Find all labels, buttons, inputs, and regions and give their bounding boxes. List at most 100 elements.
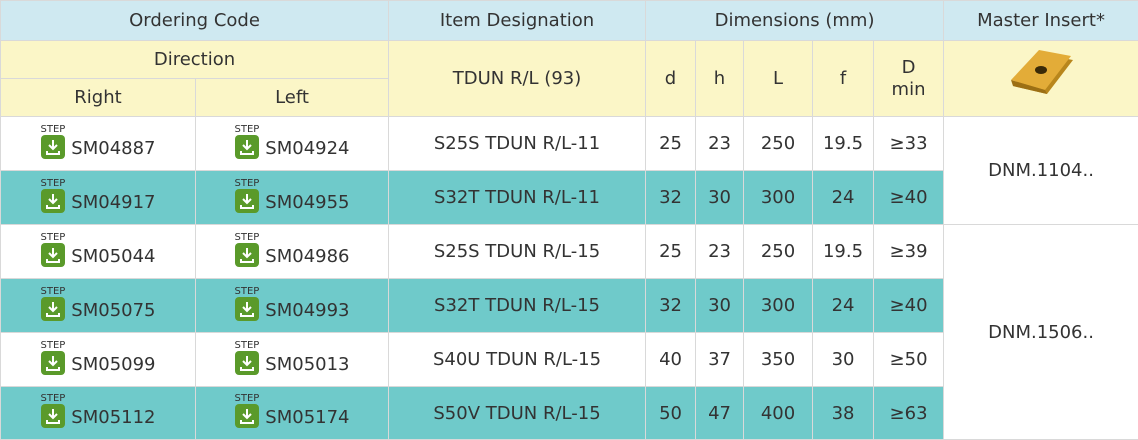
download-icon — [41, 351, 65, 380]
data-cell: 30 — [696, 279, 744, 333]
code-cell: STEP SM05075 — [1, 279, 196, 333]
data-cell: 32 — [646, 171, 696, 225]
download-icon — [41, 297, 65, 326]
order-code: SM04955 — [265, 188, 349, 218]
step-label: STEP — [234, 340, 259, 351]
header-cell: Master Insert* — [944, 1, 1138, 41]
data-cell: 400 — [744, 387, 813, 440]
code-cell: STEP SM05112 — [1, 387, 196, 440]
data-cell: 30 — [813, 333, 874, 387]
order-code: SM05112 — [71, 403, 155, 433]
header-cell: Left — [196, 79, 389, 117]
data-cell: 40 — [646, 333, 696, 387]
data-cell: 19.5 — [813, 117, 874, 171]
step-download[interactable]: STEP — [234, 124, 259, 164]
step-download[interactable]: STEP — [234, 232, 259, 272]
download-icon — [235, 404, 259, 433]
order-code: SM05075 — [71, 296, 155, 326]
code-cell: STEP SM05013 — [196, 333, 389, 387]
data-cell: 350 — [744, 333, 813, 387]
order-code: SM04887 — [71, 134, 155, 164]
data-cell: ≥33 — [874, 117, 944, 171]
step-download[interactable]: STEP — [40, 124, 65, 164]
data-cell: 23 — [696, 117, 744, 171]
data-cell: 19.5 — [813, 225, 874, 279]
data-cell: ≥63 — [874, 387, 944, 440]
data-cell: 32 — [646, 279, 696, 333]
header-cell: TDUN R/L (93) — [389, 41, 646, 117]
step-label: STEP — [40, 286, 65, 297]
download-icon — [41, 189, 65, 218]
download-icon — [235, 243, 259, 272]
step-download[interactable]: STEP — [234, 393, 259, 433]
order-code: SM05044 — [71, 242, 155, 272]
data-cell: 38 — [813, 387, 874, 440]
data-cell: 25 — [646, 117, 696, 171]
header-cell: h — [696, 41, 744, 117]
data-cell: 30 — [696, 171, 744, 225]
header-cell: Ordering Code — [1, 1, 389, 41]
step-label: STEP — [40, 340, 65, 351]
code-wrap: STEP SM04887 — [1, 124, 195, 164]
header-cell: Item Designation — [389, 1, 646, 41]
data-cell: ≥39 — [874, 225, 944, 279]
step-download[interactable]: STEP — [40, 178, 65, 218]
download-icon — [235, 351, 259, 380]
step-download[interactable]: STEP — [234, 178, 259, 218]
data-cell: ≥40 — [874, 171, 944, 225]
data-cell: 25 — [646, 225, 696, 279]
step-label: STEP — [234, 178, 259, 189]
data-cell: 50 — [646, 387, 696, 440]
data-cell: S40U TDUN R/L-15 — [389, 333, 646, 387]
step-label: STEP — [40, 393, 65, 404]
order-code: SM05013 — [265, 350, 349, 380]
step-download[interactable]: STEP — [40, 286, 65, 326]
code-wrap: STEP SM04955 — [196, 178, 388, 218]
step-download[interactable]: STEP — [40, 393, 65, 433]
code-cell: STEP SM04955 — [196, 171, 389, 225]
download-icon — [235, 189, 259, 218]
data-cell: 24 — [813, 279, 874, 333]
header-cell: Direction — [1, 41, 389, 79]
data-cell: S25S TDUN R/L-11 — [389, 117, 646, 171]
header-cell: f — [813, 41, 874, 117]
download-icon — [235, 297, 259, 326]
header-cell: D min — [874, 41, 944, 117]
download-icon — [41, 135, 65, 164]
step-download[interactable]: STEP — [234, 286, 259, 326]
order-code: SM04924 — [265, 134, 349, 164]
header-cell: Right — [1, 79, 196, 117]
order-code: SM05099 — [71, 350, 155, 380]
step-label: STEP — [234, 286, 259, 297]
insert-image — [1001, 46, 1081, 106]
code-wrap: STEP SM05013 — [196, 340, 388, 380]
code-wrap: STEP SM05112 — [1, 393, 195, 433]
download-icon — [41, 243, 65, 272]
code-wrap: STEP SM05099 — [1, 340, 195, 380]
step-download[interactable]: STEP — [40, 232, 65, 272]
code-wrap: STEP SM04924 — [196, 124, 388, 164]
step-download[interactable]: STEP — [40, 340, 65, 380]
step-label: STEP — [40, 124, 65, 135]
code-wrap: STEP SM05075 — [1, 286, 195, 326]
data-cell: 250 — [744, 225, 813, 279]
step-label: STEP — [234, 124, 259, 135]
data-cell: S32T TDUN R/L-11 — [389, 171, 646, 225]
data-cell: S32T TDUN R/L-15 — [389, 279, 646, 333]
insert-image-cell — [944, 41, 1138, 117]
header-text: D min — [889, 57, 929, 101]
data-cell: 23 — [696, 225, 744, 279]
order-code: SM04993 — [265, 296, 349, 326]
data-cell: 300 — [744, 171, 813, 225]
data-cell: S25S TDUN R/L-15 — [389, 225, 646, 279]
step-label: STEP — [234, 393, 259, 404]
step-download[interactable]: STEP — [234, 340, 259, 380]
